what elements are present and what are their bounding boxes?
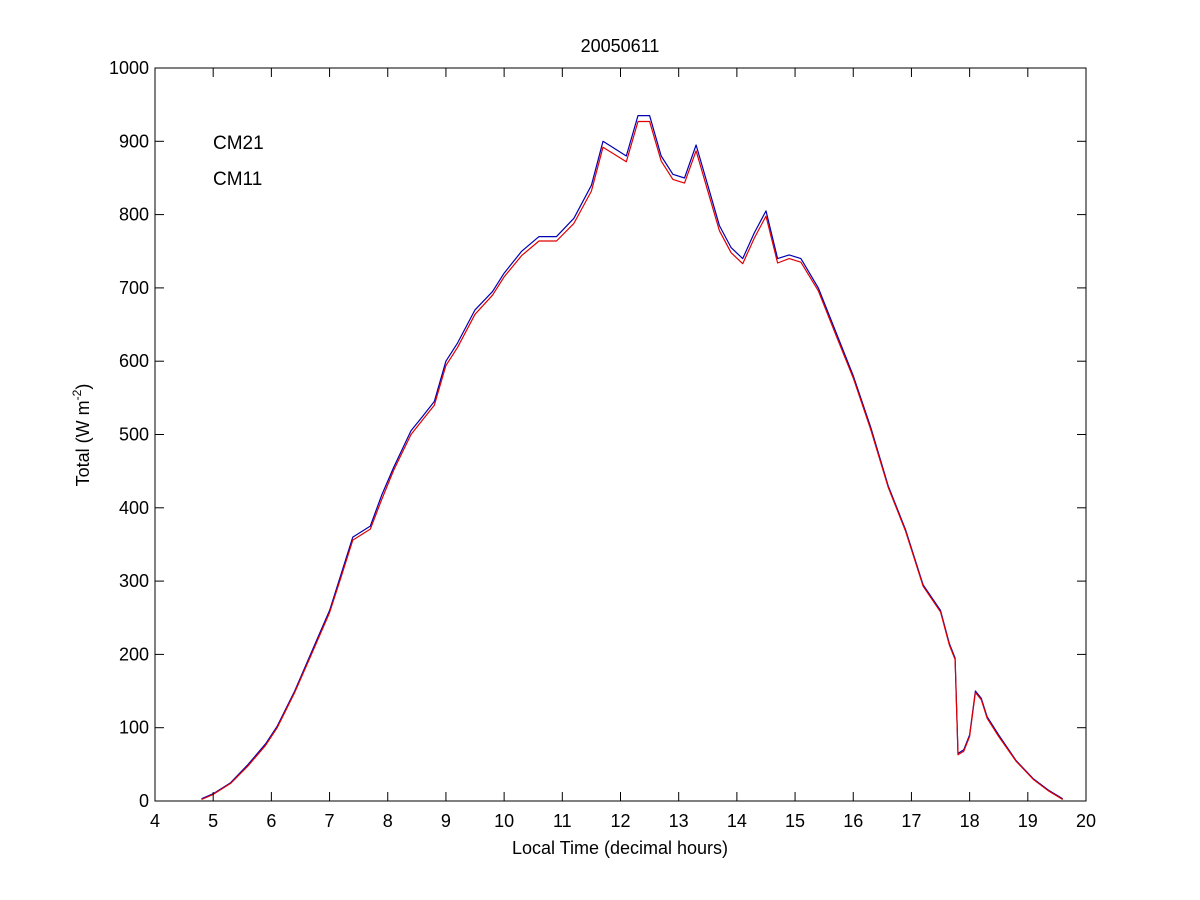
x-tick-label: 14 [727, 811, 747, 831]
plot-area: 4 5 6 7 8 9 10 11 12 13 14 15 16 17 18 19 20 01002003004… [109, 58, 1096, 831]
x-tick-label: 20 [1076, 811, 1096, 831]
x-tick-label: 12 [610, 811, 630, 831]
legend-entry-cm11: CM11 [213, 169, 262, 190]
x-tick-label: 10 [494, 811, 514, 831]
x-tick-label: 5 [208, 811, 218, 831]
x-tick-label: 19 [1018, 811, 1038, 831]
y-axis-label: Total (W m-2) [70, 384, 93, 487]
series-layer [201, 115, 1064, 801]
y-tick-label: 400 [119, 498, 149, 518]
y-tick-label: 1000 [109, 58, 149, 78]
y-tick-label: 800 [119, 205, 149, 225]
legend-entry-cm21: CM21 [213, 133, 264, 154]
y-tick-label: 300 [119, 571, 149, 591]
x-axis-label: Local Time (decimal hours) [512, 838, 728, 858]
y-tick-label: 0 [139, 791, 149, 811]
x-tick-label: 13 [669, 811, 689, 831]
y-axis-ticks: 0 100 200 300 400 500 600 700 800 900 1000 [109, 58, 1086, 811]
x-tick-label: 9 [441, 811, 451, 831]
series-line-cm11 [201, 120, 1064, 801]
x-tick-label: 7 [325, 811, 335, 831]
x-axis-ticks: 4 5 6 7 8 9 10 11 12 13 14 15 16 17 18 19 20 [150, 68, 1096, 831]
x-tick-label: 15 [785, 811, 805, 831]
y-axis-label-main: Total (W m [73, 400, 93, 486]
y-tick-label: 100 [119, 718, 149, 738]
x-tick-label: 8 [383, 811, 393, 831]
y-tick-label: 200 [119, 644, 149, 664]
chart-title: 20050611 [581, 36, 660, 56]
x-tick-label: 6 [266, 811, 276, 831]
y-tick-label: 700 [119, 278, 149, 298]
x-tick-label: 16 [843, 811, 863, 831]
x-tick-label: 17 [901, 811, 921, 831]
y-tick-label: 900 [119, 131, 149, 151]
y-tick-label: 500 [119, 425, 149, 445]
y-tick-label: 600 [119, 351, 149, 371]
y-axis-label-close: ) [73, 384, 93, 390]
x-tick-label: 18 [960, 811, 980, 831]
y-axis-label-exponent: -2 [70, 389, 84, 400]
x-tick-label: 4 [150, 811, 160, 831]
legend: CM21 CM11 [213, 133, 264, 190]
x-tick-label: 11 [553, 811, 572, 831]
